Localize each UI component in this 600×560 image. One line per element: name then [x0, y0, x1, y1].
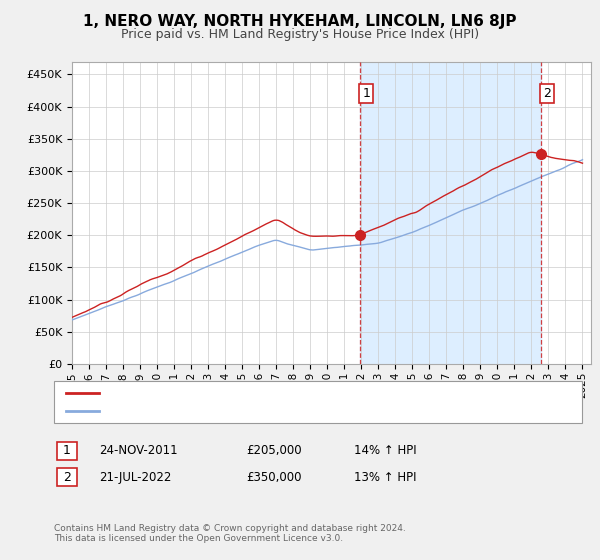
Text: £205,000: £205,000 — [246, 444, 302, 458]
Text: Contains HM Land Registry data © Crown copyright and database right 2024.
This d: Contains HM Land Registry data © Crown c… — [54, 524, 406, 543]
Text: 2: 2 — [543, 87, 551, 100]
Text: 13% ↑ HPI: 13% ↑ HPI — [354, 470, 416, 484]
Text: 21-JUL-2022: 21-JUL-2022 — [99, 470, 172, 484]
Text: Price paid vs. HM Land Registry's House Price Index (HPI): Price paid vs. HM Land Registry's House … — [121, 28, 479, 41]
Text: 14% ↑ HPI: 14% ↑ HPI — [354, 444, 416, 458]
Text: 1: 1 — [63, 444, 71, 458]
Text: £350,000: £350,000 — [246, 470, 302, 484]
Text: HPI: Average price, detached house, North Kesteven: HPI: Average price, detached house, Nort… — [105, 406, 392, 416]
Text: 1: 1 — [362, 87, 370, 100]
Text: 2: 2 — [63, 470, 71, 484]
Text: 1, NERO WAY, NORTH HYKEHAM, LINCOLN, LN6 8JP: 1, NERO WAY, NORTH HYKEHAM, LINCOLN, LN6… — [83, 14, 517, 29]
Text: 24-NOV-2011: 24-NOV-2011 — [99, 444, 178, 458]
Bar — [360, 62, 541, 364]
Text: 1, NERO WAY, NORTH HYKEHAM, LINCOLN, LN6 8JP (detached house): 1, NERO WAY, NORTH HYKEHAM, LINCOLN, LN6… — [105, 388, 483, 398]
